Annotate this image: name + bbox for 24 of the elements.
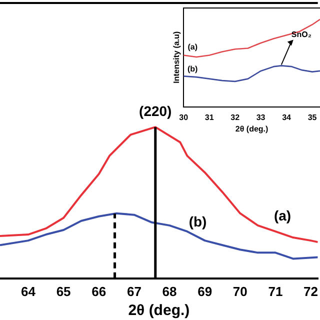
x-tick-label: 70 [232, 284, 248, 299]
annotation: (a) [274, 207, 292, 224]
annotation: SnO₂ [291, 30, 312, 39]
x-tick-label: 31 [204, 112, 214, 122]
x-tick-label: 69 [198, 284, 212, 299]
x-tick-label: 32 [230, 112, 240, 122]
annotation: (b) [188, 213, 207, 230]
x-tick-label: 34 [282, 112, 292, 122]
x-axis-title: 2θ (deg.) [128, 302, 190, 320]
x-tick-label: 65 [56, 284, 71, 299]
x-tick-label: 30 [179, 112, 189, 122]
x-tick-label: 64 [21, 284, 36, 299]
x-tick-label: 71 [268, 284, 283, 299]
x-tick-label: 72 [304, 284, 318, 299]
x-axis-title: 2θ (deg.) [235, 124, 269, 134]
annotation: (b) [188, 64, 198, 74]
y-axis-title: Intensity (a.u) [172, 31, 182, 84]
x-tick-label: 35 [308, 112, 318, 122]
annotation: (220) [139, 102, 172, 119]
x-tick-label: 66 [92, 284, 106, 299]
x-tick-label: 68 [162, 284, 177, 299]
x-tick-label: 33 [256, 112, 266, 122]
annotation: (a) [188, 42, 198, 52]
x-tick-label: 67 [126, 284, 142, 299]
